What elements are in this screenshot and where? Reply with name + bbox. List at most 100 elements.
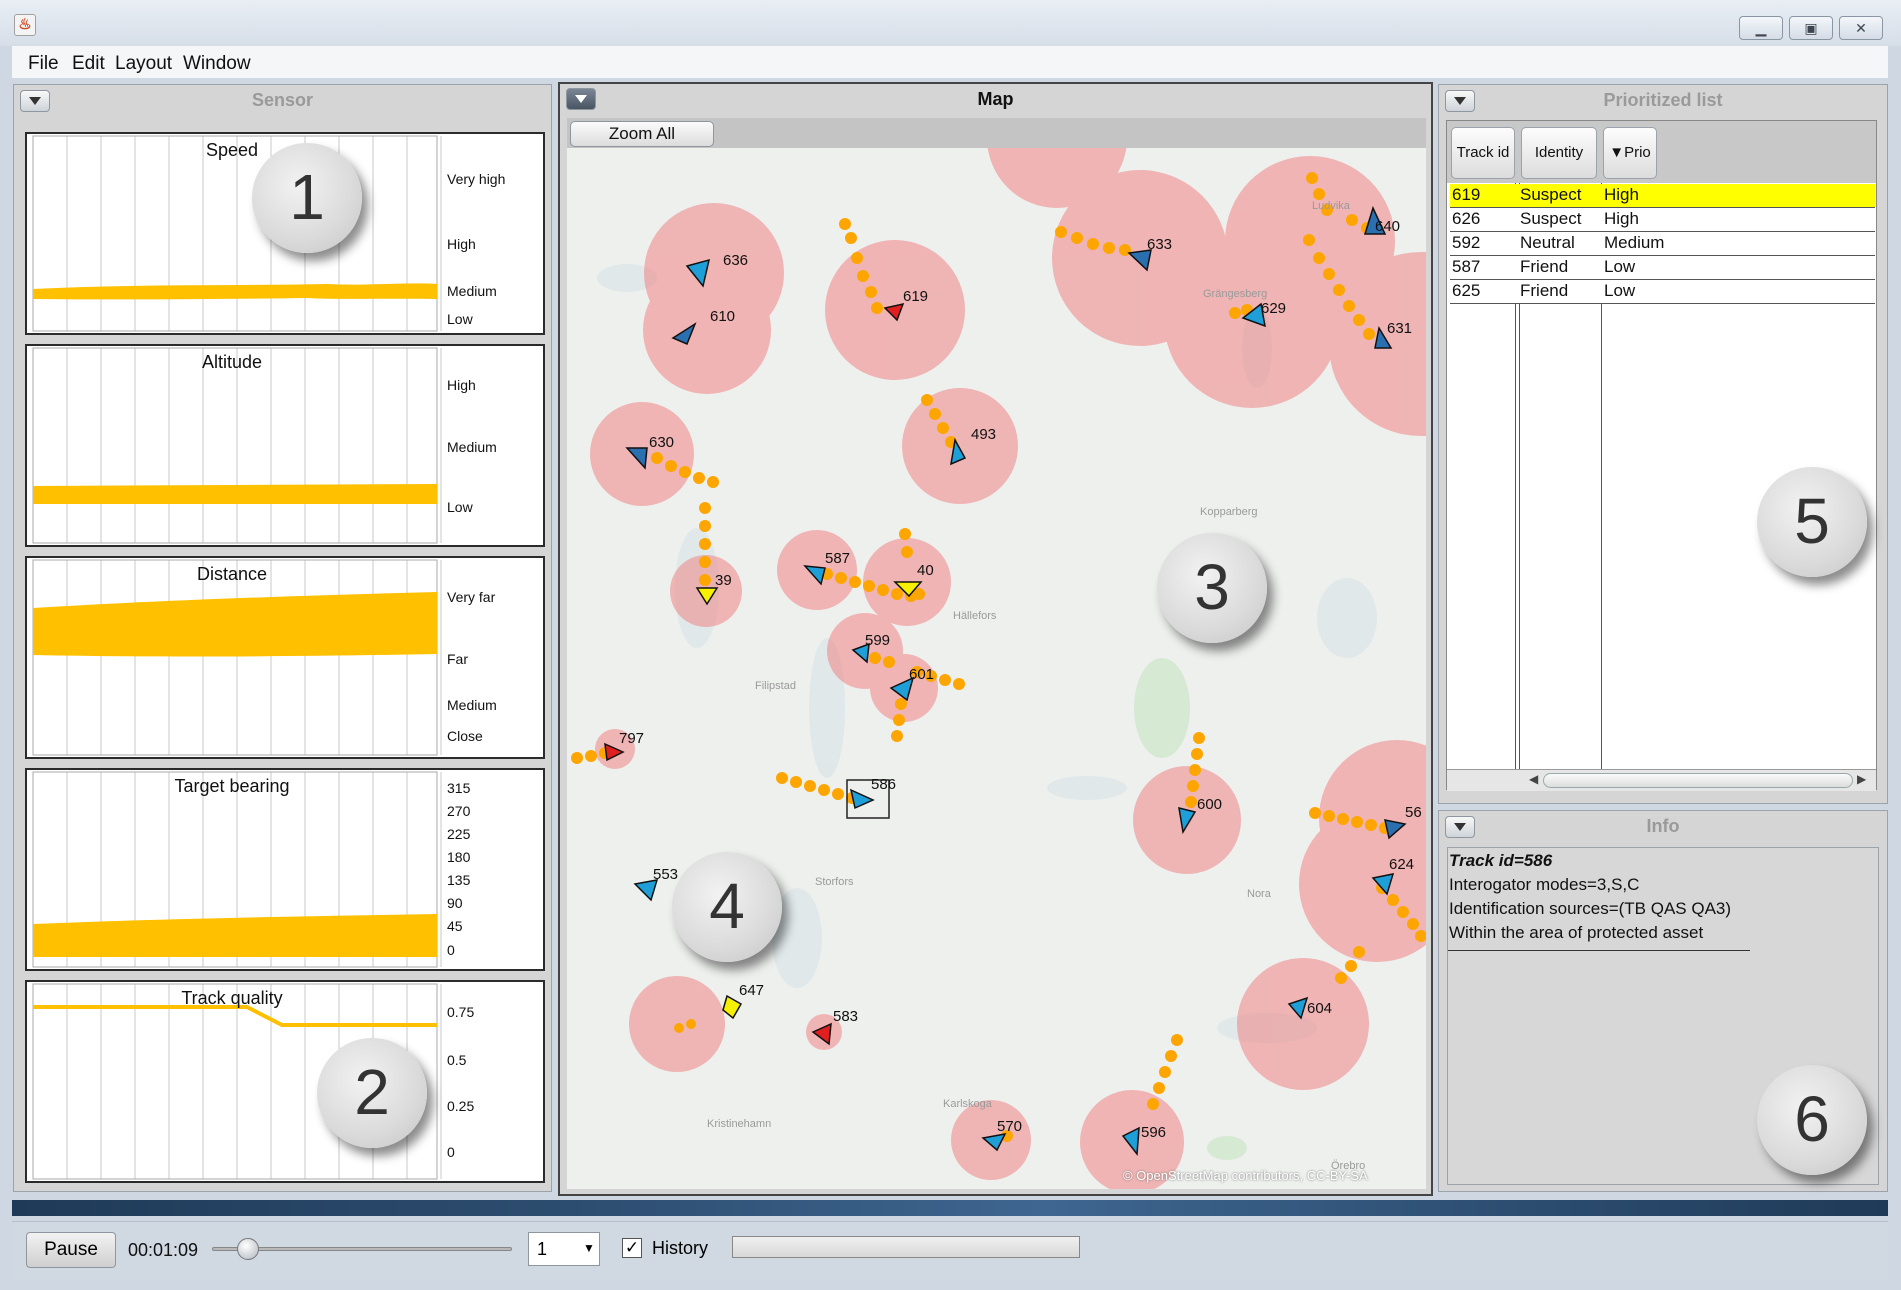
place-hallefors: Hällefors (953, 610, 997, 622)
track-label[interactable]: 600 (1197, 796, 1223, 813)
speed-level-very-high: Very high (447, 171, 506, 187)
place-nora: Nora (1247, 888, 1271, 900)
pause-button[interactable]: Pause (26, 1232, 116, 1268)
minimize-button[interactable]: ▁ (1739, 16, 1783, 40)
track-label[interactable]: 630 (649, 434, 675, 451)
table-row[interactable]: 625 Friend Low (1450, 280, 1875, 304)
callout-1: 1 (252, 143, 362, 253)
altitude-level-medium: Medium (447, 439, 497, 455)
table-row[interactable]: 587 Friend Low (1450, 256, 1875, 280)
place-ludvika: Ludvika (1312, 200, 1350, 212)
scroll-left-icon[interactable]: ◀ (1529, 772, 1539, 786)
column-header-identity[interactable]: Identity (1521, 127, 1597, 179)
close-icon: ✕ (1855, 20, 1867, 36)
speed-level-high: High (447, 236, 476, 252)
callout-4: 4 (672, 852, 782, 962)
track-label[interactable]: 631 (1387, 320, 1413, 337)
maximize-button[interactable]: ▣ (1789, 16, 1833, 40)
cell-identity: Friend (1520, 281, 1569, 300)
track-label[interactable]: 56 (1405, 804, 1422, 821)
speed-level-medium: Medium (447, 283, 497, 299)
track-label[interactable]: 40 (917, 562, 934, 579)
scroll-right-icon[interactable]: ▶ (1857, 772, 1867, 786)
column-header-prio[interactable]: ▼Prio (1603, 127, 1657, 179)
table-row[interactable]: 592 Neutral Medium (1450, 232, 1875, 256)
track-label[interactable]: 493 (971, 426, 997, 443)
place-orebro: Örebro (1331, 1160, 1366, 1172)
timeline-slider[interactable] (237, 1238, 259, 1260)
track-label[interactable]: 596 (1141, 1124, 1167, 1141)
track-label[interactable]: 601 (909, 666, 935, 683)
column-divider (1601, 183, 1602, 791)
altitude-level-low: Low (447, 499, 473, 515)
info-divider (1448, 950, 1750, 951)
plot-frame (32, 347, 438, 544)
map-collapse-button[interactable] (566, 88, 596, 110)
track-label[interactable]: 624 (1389, 856, 1415, 873)
track-label[interactable]: 570 (997, 1118, 1023, 1135)
place-filipstad: Filipstad (755, 680, 796, 692)
track-label[interactable]: 647 (739, 982, 765, 999)
menu-edit[interactable]: Edit (72, 53, 105, 74)
maximize-icon: ▣ (1804, 20, 1818, 36)
cell-track-id: 625 (1452, 281, 1481, 300)
collapse-icon (1454, 823, 1466, 831)
track-label[interactable]: 586 (871, 776, 897, 793)
map-view[interactable]: Ludvika Grängesberg Kopparberg Hällefors… (567, 148, 1426, 1189)
distance-chart: Distance Very far Far Medium Close (25, 556, 545, 759)
track-label[interactable]: 636 (723, 252, 749, 269)
zoom-all-button[interactable]: Zoom All (570, 121, 714, 147)
title-bar: ♨ ▁ ▣ ✕ (0, 0, 1901, 46)
menu-window[interactable]: Window (183, 53, 251, 74)
track-label[interactable]: 604 (1307, 1000, 1333, 1017)
list-collapse-button[interactable] (1445, 90, 1475, 112)
history-label: History (652, 1238, 709, 1258)
info-title: Info (1646, 816, 1680, 836)
history-checkbox[interactable]: ✓ (622, 1238, 642, 1258)
menu-file[interactable]: File (28, 53, 59, 74)
status-strip (12, 1200, 1888, 1216)
playback-bar: Pause 00:01:09 1 ▼ ✓ History (12, 1221, 1888, 1281)
track-label[interactable]: 599 (865, 632, 891, 649)
cell-prio: Low (1604, 257, 1636, 276)
track-label[interactable]: 640 (1375, 218, 1401, 235)
collapse-icon (29, 97, 41, 105)
info-protected-area: Within the area of protected asset (1449, 923, 1704, 942)
track-label[interactable]: 553 (653, 866, 679, 883)
speed-band (33, 283, 437, 300)
horizontal-scrollbar[interactable]: ◀ ▶ (1447, 769, 1876, 791)
altitude-band (33, 484, 437, 504)
scroll-thumb[interactable] (1543, 773, 1853, 788)
track-label[interactable]: 39 (715, 572, 732, 589)
collapse-icon (1454, 97, 1466, 105)
close-button[interactable]: ✕ (1839, 16, 1883, 40)
distance-plot (32, 559, 442, 756)
menu-layout[interactable]: Layout (115, 53, 173, 74)
column-header-track-id[interactable]: Track id (1451, 127, 1515, 179)
speed-select[interactable]: 1 ▼ (528, 1232, 600, 1266)
callout-5: 5 (1757, 467, 1867, 577)
track-label[interactable]: 610 (710, 308, 736, 325)
track-label[interactable]: 619 (903, 288, 929, 305)
table-row[interactable]: 626 Suspect High (1450, 208, 1875, 232)
cell-identity: Suspect (1520, 185, 1582, 204)
timeline-track[interactable] (212, 1247, 512, 1251)
callout-3: 3 (1157, 533, 1267, 643)
cell-prio: Low (1604, 281, 1636, 300)
plot-frame (32, 771, 438, 968)
track-label[interactable]: 583 (833, 1008, 859, 1025)
info-collapse-button[interactable] (1445, 816, 1475, 838)
track-label[interactable]: 633 (1147, 236, 1173, 253)
distance-level-far: Far (447, 651, 468, 667)
track-label[interactable]: 629 (1261, 300, 1287, 317)
bearing-level-45: 45 (447, 918, 463, 934)
track-label[interactable]: 587 (825, 550, 851, 567)
track-label[interactable]: 797 (619, 730, 645, 747)
cell-identity: Neutral (1520, 233, 1575, 252)
sensor-collapse-button[interactable] (20, 90, 50, 112)
distance-level-medium: Medium (447, 697, 497, 713)
cell-track-id: 592 (1452, 233, 1481, 252)
column-divider (1515, 183, 1516, 791)
table-row[interactable]: 619 Suspect High (1450, 184, 1875, 208)
